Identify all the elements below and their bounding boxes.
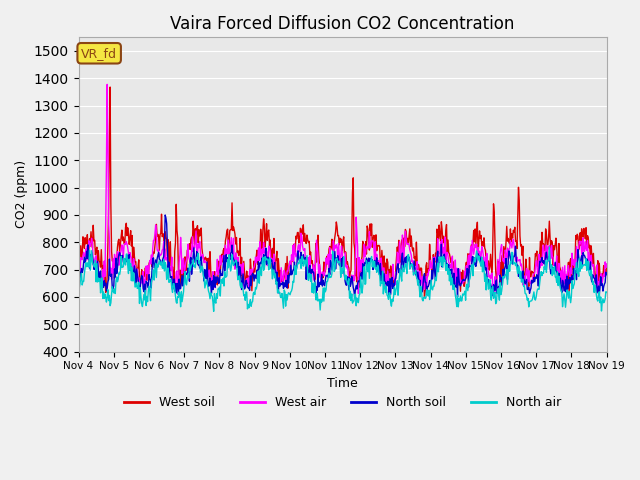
- West air: [493, 290, 500, 296]
- West soil: [424, 274, 431, 280]
- Title: Vaira Forced Diffusion CO2 Concentration: Vaira Forced Diffusion CO2 Concentration: [170, 15, 515, 33]
- North soil: [424, 284, 431, 289]
- Line: North air: North air: [79, 247, 607, 312]
- North soil: [603, 272, 611, 277]
- West air: [221, 250, 228, 256]
- West soil: [193, 225, 200, 231]
- North air: [84, 260, 92, 265]
- North soil: [221, 268, 228, 274]
- North air: [75, 295, 83, 300]
- West air: [75, 264, 83, 270]
- North soil: [139, 275, 147, 280]
- Text: VR_fd: VR_fd: [81, 47, 117, 60]
- Line: West air: West air: [79, 84, 607, 293]
- North air: [545, 244, 553, 250]
- North air: [408, 263, 415, 268]
- X-axis label: Time: Time: [327, 377, 358, 390]
- West soil: [221, 253, 228, 259]
- West soil: [420, 294, 428, 300]
- West air: [408, 252, 415, 258]
- Legend: West soil, West air, North soil, North air: West soil, West air, North soil, North a…: [119, 391, 566, 414]
- West soil: [75, 259, 83, 265]
- North soil: [408, 263, 416, 268]
- West air: [603, 261, 611, 267]
- North soil: [161, 212, 169, 218]
- North air: [139, 304, 147, 310]
- North air: [423, 287, 431, 292]
- North air: [210, 309, 218, 314]
- West soil: [408, 233, 415, 239]
- North air: [192, 256, 200, 262]
- West air: [140, 269, 147, 275]
- West soil: [84, 248, 92, 254]
- North soil: [75, 271, 83, 277]
- West soil: [603, 264, 611, 270]
- West air: [103, 82, 111, 87]
- Y-axis label: CO2 (ppm): CO2 (ppm): [15, 160, 28, 228]
- North soil: [84, 242, 92, 248]
- West soil: [140, 279, 147, 285]
- North air: [603, 289, 611, 295]
- North soil: [193, 249, 200, 254]
- North soil: [351, 295, 358, 300]
- West air: [193, 250, 200, 255]
- West soil: [106, 84, 114, 90]
- Line: West soil: West soil: [79, 87, 607, 297]
- West air: [423, 286, 431, 292]
- Line: North soil: North soil: [79, 215, 607, 298]
- North air: [221, 269, 228, 275]
- West air: [84, 257, 92, 263]
